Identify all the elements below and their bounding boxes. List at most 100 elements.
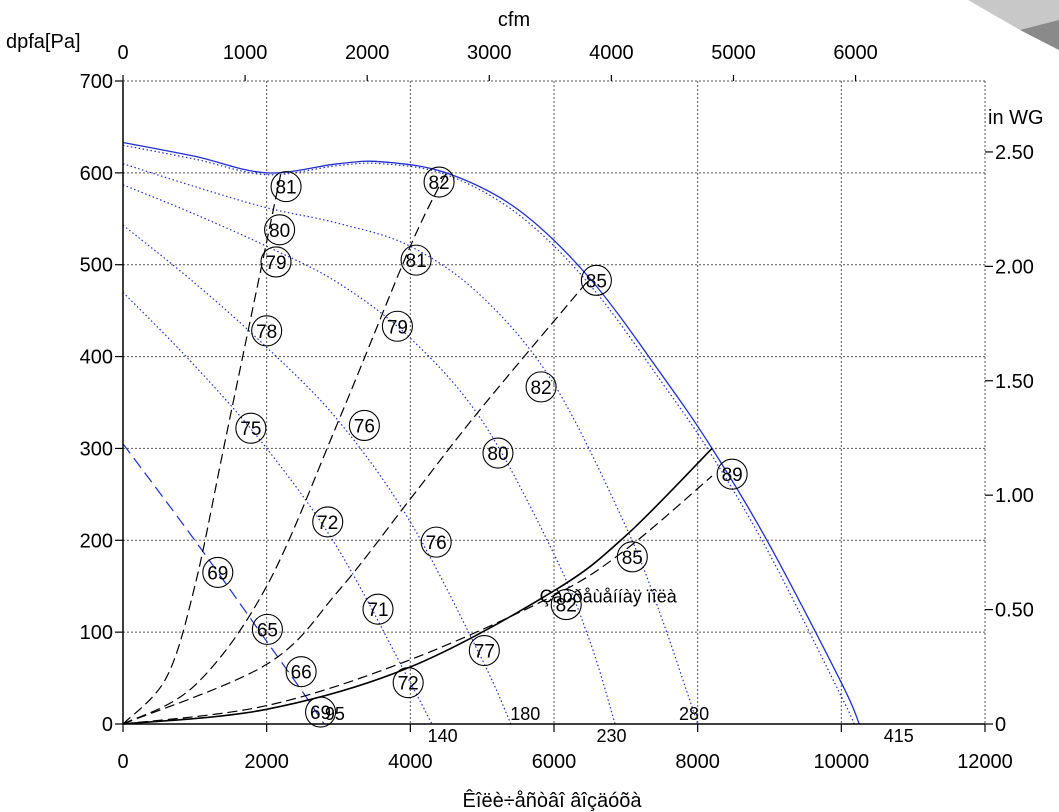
efficiency-circle [392, 667, 424, 699]
efficiency-circle [264, 214, 296, 246]
efficiency-circle [423, 166, 455, 198]
rpm-labels: 415 280 230 180 140 95 [325, 704, 914, 746]
rpm-label: 415 [884, 726, 914, 746]
efficiency-circle [304, 696, 337, 728]
x2-tick-label: 2000 [345, 42, 390, 64]
efficiency-circle [616, 541, 648, 573]
efficiency-label: 82 [556, 596, 577, 617]
efficiency-circle [251, 315, 283, 347]
efficiency-circle [270, 171, 302, 203]
efficiency-circle [362, 593, 394, 625]
efficiency-label: 65 [257, 620, 278, 641]
y-tick-label: 400 [80, 347, 113, 369]
y-tick-label: 200 [80, 530, 113, 552]
rpm-label: 180 [510, 704, 540, 724]
y2-tick-label: 2.00 [995, 256, 1034, 278]
x-tick-label: 12000 [957, 751, 1013, 773]
efficiency-label: 75 [240, 419, 261, 440]
efficiency-circle [550, 589, 582, 621]
efficiency-labels: 81 82 80 79 81 85 78 79 82 75 76 80 89 72 76 85 69 82 71 65… [202, 166, 748, 728]
efficiency-label: 76 [354, 416, 375, 437]
x-tick-label: 0 [117, 751, 128, 773]
efficiency-label: 82 [428, 173, 449, 194]
rpm-label: 95 [325, 704, 345, 724]
efficiency-label: 89 [722, 465, 743, 486]
efficiency-label: 69 [207, 563, 228, 584]
y2-tick-label: 1.00 [995, 485, 1034, 507]
x2-tick-label: 0 [117, 42, 128, 64]
x-tick-label: 2000 [244, 751, 289, 773]
y-axis-title: dpfa[Pa] [6, 31, 81, 53]
efficiency-circle [468, 634, 500, 667]
efficiency-circle [285, 656, 317, 688]
efficiency-label: 85 [622, 548, 643, 569]
y-tick-label: 0 [102, 714, 113, 736]
y2-tick-label: 0.50 [995, 600, 1034, 622]
x2-tick-label: 6000 [833, 42, 878, 64]
x-tick-label: 10000 [814, 751, 870, 773]
y2-tick-label: 2.50 [995, 142, 1034, 164]
x2-tick-label: 4000 [589, 42, 634, 64]
efficiency-circle [260, 246, 292, 278]
x2-tick-label: 5000 [711, 42, 756, 64]
efficiency-label: 81 [406, 251, 427, 272]
efficiency-label: 80 [487, 444, 508, 465]
efficiency-circle [381, 310, 413, 342]
efficiency-circle [312, 506, 344, 538]
x-tick-label: 4000 [388, 751, 433, 773]
y-tick-label: 600 [80, 163, 113, 185]
x-axis-title: Êîëè÷åñòâî âîçäóõà [463, 789, 643, 812]
efficiency-circle [580, 264, 612, 296]
efficiency-label: 85 [586, 271, 607, 292]
tick-labels: 0 2000 4000 6000 8000 10000 120000100200300400… [80, 42, 1034, 773]
curve-dotted-blue-2 [122, 163, 699, 725]
efficiency-label: 78 [256, 322, 277, 343]
efficiency-label: 69 [310, 703, 331, 724]
x2-tick-label: 1000 [223, 42, 268, 64]
curve-dashed-black-11 [122, 278, 591, 725]
efficiency-label: 82 [530, 378, 551, 399]
efficiency-label: 79 [387, 317, 408, 338]
y-tick-label: 300 [80, 438, 113, 460]
y-tick-label: 700 [80, 71, 113, 93]
y2-axis-title: in WG [988, 107, 1044, 129]
x2-tick-label: 3000 [467, 42, 512, 64]
efficiency-label: 71 [367, 600, 388, 621]
efficiency-label: 81 [275, 178, 296, 199]
efficiency-label: 72 [398, 674, 419, 695]
rpm-label: 230 [596, 726, 626, 746]
efficiency-circle [235, 412, 267, 444]
efficiency-circle [400, 244, 432, 276]
rpm-label: 280 [679, 704, 709, 724]
efficiency-label: 77 [474, 642, 495, 663]
x2-axis-title: cfm [498, 9, 530, 31]
efficiency-label: 76 [426, 533, 447, 554]
curve-dotted-blue-4 [122, 224, 512, 725]
curve-solid-blue-0 [122, 141, 860, 725]
efficiency-circle [716, 458, 748, 490]
grid-lines [123, 81, 985, 724]
efficiency-label: 79 [265, 253, 286, 274]
y2-tick-label: 1.50 [995, 371, 1034, 393]
efficiency-label: 66 [291, 663, 312, 684]
y-tick-label: 100 [80, 622, 113, 644]
curve-dashed-black-8 [122, 475, 713, 725]
efficiency-label: 80 [269, 221, 290, 242]
x-tick-label: 6000 [532, 751, 577, 773]
efficiency-circle [482, 437, 514, 469]
efficiency-circle [525, 371, 557, 403]
annotations: Çàòðåùåííàÿ ïîëà [540, 586, 678, 606]
curve-dashed-black-9 [122, 172, 282, 725]
corner-decoration-shade [1020, 20, 1059, 50]
efficiency-circle [420, 526, 452, 558]
efficiency-circle [348, 409, 380, 442]
efficiency-circle [251, 613, 283, 645]
curve-solid-black-7 [122, 447, 713, 725]
efficiency-label: 72 [317, 513, 338, 534]
rpm-label: 140 [428, 726, 458, 746]
x-tick-label: 8000 [675, 751, 720, 773]
y2-tick-label: 0 [995, 714, 1006, 736]
annotation-label: Çàòðåùåííàÿ ïîëà [540, 586, 678, 606]
